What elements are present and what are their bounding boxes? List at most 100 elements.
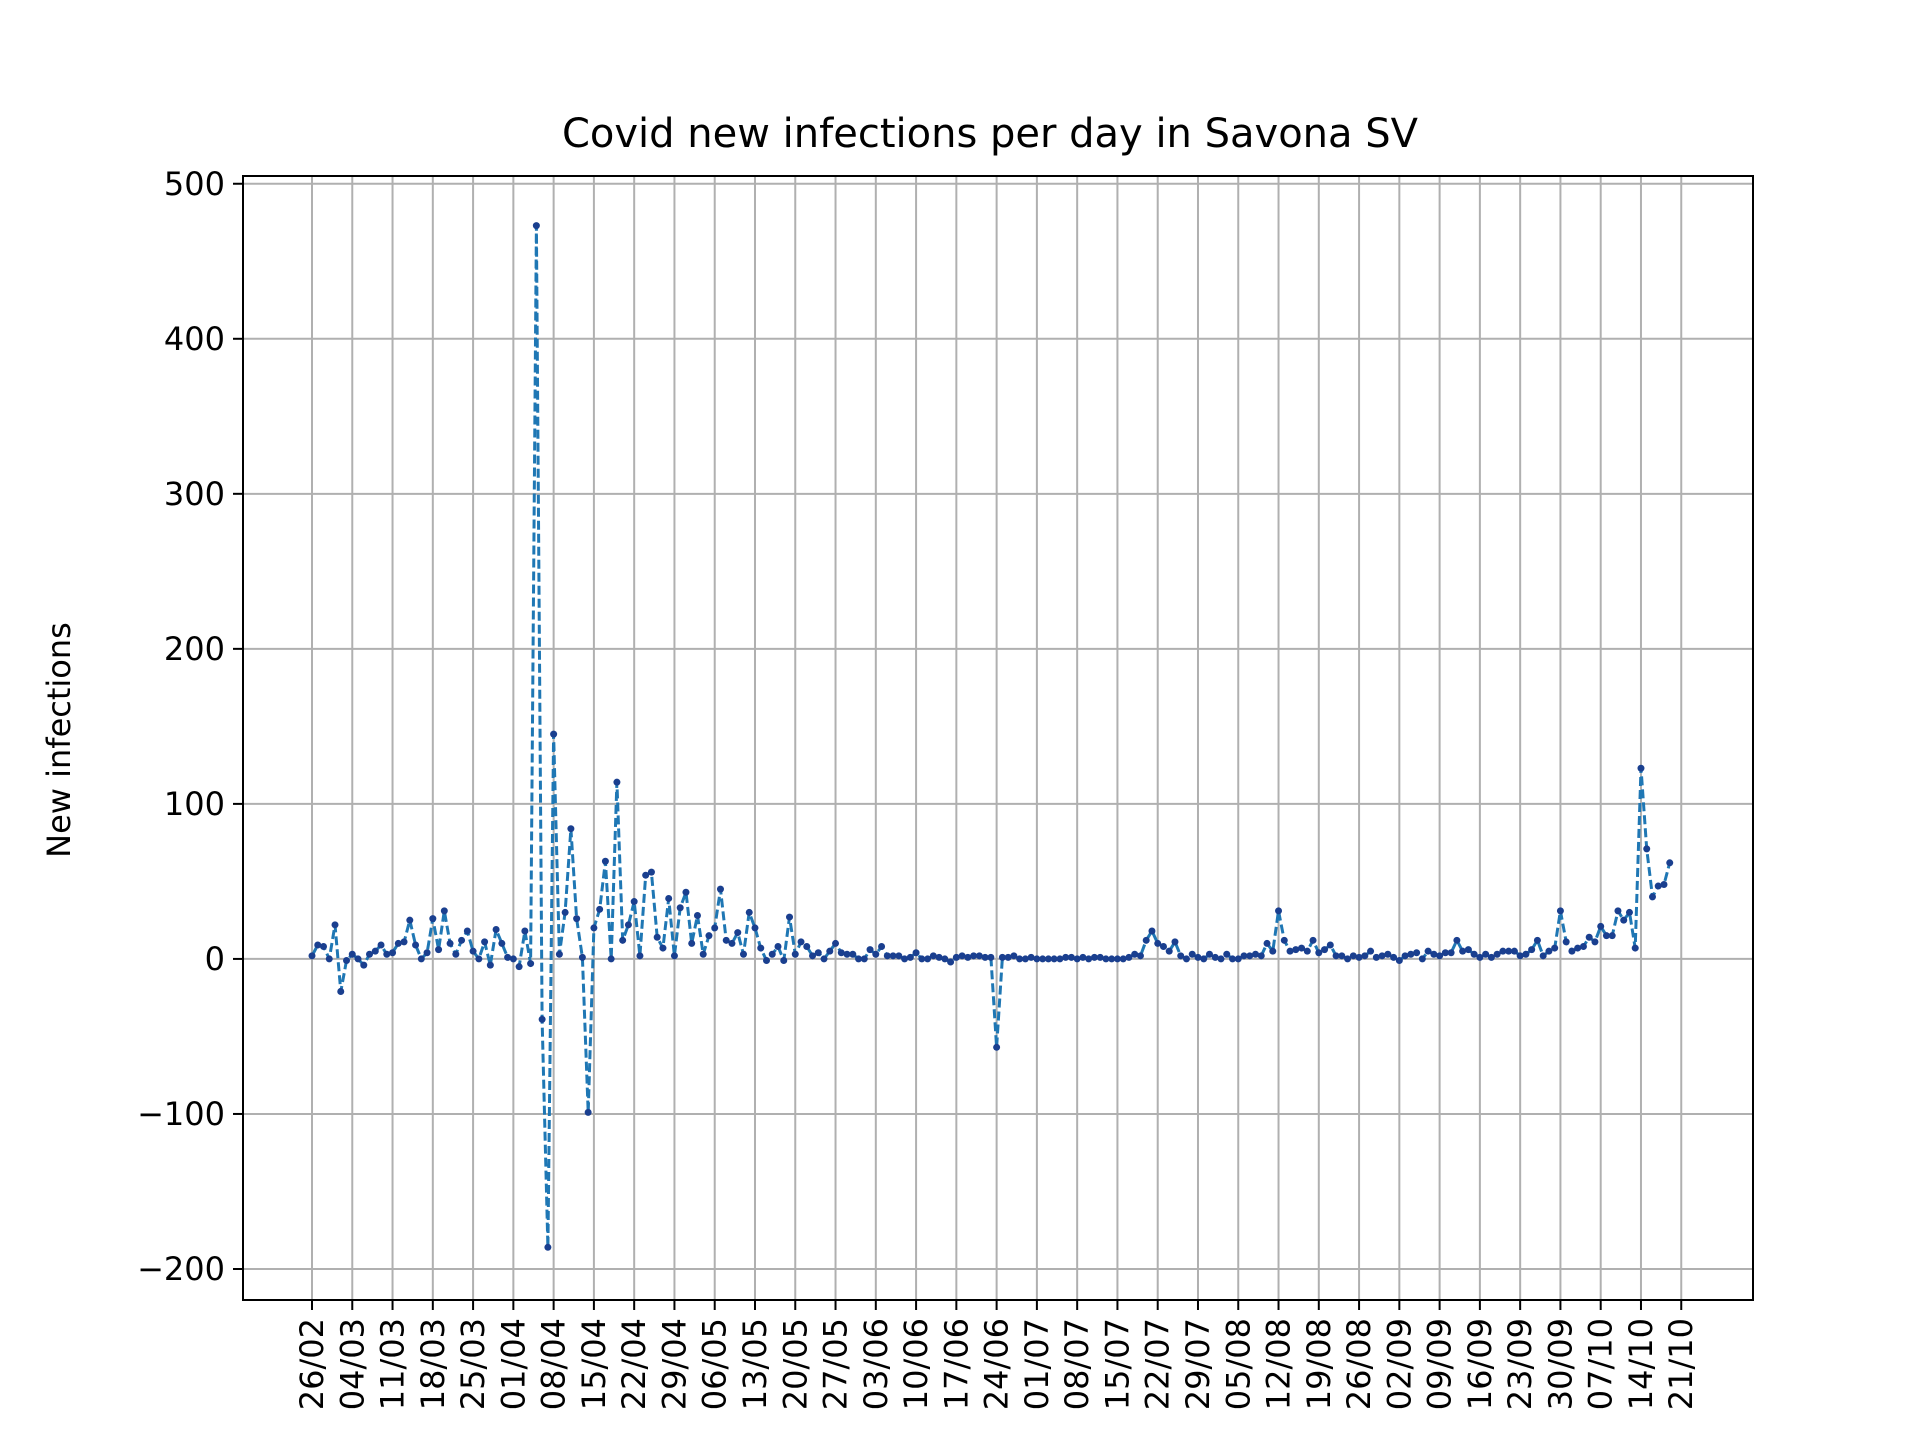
y-tick-label: 0 xyxy=(205,940,225,978)
data-point xyxy=(1275,907,1283,915)
data-point xyxy=(1367,947,1375,955)
x-tick-label: 10/06 xyxy=(897,1318,935,1410)
data-point xyxy=(394,939,402,947)
data-point xyxy=(1407,950,1415,958)
x-tick-label: 03/06 xyxy=(857,1318,895,1410)
data-point xyxy=(1418,955,1426,963)
data-point xyxy=(1441,949,1449,957)
data-point xyxy=(544,1243,552,1251)
data-point xyxy=(1223,950,1231,958)
x-axis-ticks: 26/02 04/03 11/03 18/03 25/03 01/04 08/04 15/04… xyxy=(293,1300,1700,1410)
data-point xyxy=(1482,950,1490,958)
x-tick-label: 21/10 xyxy=(1662,1318,1700,1410)
x-tick-label: 15/04 xyxy=(575,1318,613,1410)
data-point xyxy=(630,898,638,906)
x-tick-label: 01/07 xyxy=(1018,1318,1056,1410)
data-point xyxy=(855,955,863,963)
data-point xyxy=(832,939,840,947)
x-tick-label: 20/05 xyxy=(776,1318,814,1410)
y-tick-label: 500 xyxy=(164,165,225,203)
data-point xyxy=(325,955,333,963)
data-point xyxy=(1108,955,1116,963)
x-tick-label: 30/09 xyxy=(1541,1318,1579,1410)
data-point xyxy=(371,947,379,955)
y-tick-label: 200 xyxy=(164,630,225,668)
y-axis-label: New infections xyxy=(40,622,78,858)
data-point xyxy=(1079,953,1087,961)
data-point xyxy=(314,941,322,949)
data-point xyxy=(613,778,621,786)
data-point xyxy=(1050,955,1058,963)
data-point xyxy=(1119,955,1127,963)
data-point xyxy=(1229,955,1237,963)
data-point xyxy=(509,955,517,963)
data-point xyxy=(561,908,569,916)
data-point xyxy=(774,943,782,951)
data-point xyxy=(1113,955,1121,963)
data-point xyxy=(521,927,529,935)
data-point xyxy=(1263,939,1271,947)
data-point xyxy=(1280,936,1288,944)
x-tick-label: 01/04 xyxy=(494,1318,532,1410)
data-point xyxy=(1390,953,1398,961)
data-point xyxy=(1528,946,1536,954)
data-point xyxy=(1597,922,1605,930)
data-point xyxy=(647,868,655,876)
data-point xyxy=(320,943,328,951)
data-point xyxy=(619,936,627,944)
data-point xyxy=(1505,947,1513,955)
data-point xyxy=(1039,955,1047,963)
x-tick-label: 07/10 xyxy=(1582,1318,1620,1410)
data-point xyxy=(1200,955,1208,963)
data-point xyxy=(987,953,995,961)
data-point xyxy=(826,947,834,955)
data-point xyxy=(452,950,460,958)
x-tick-label: 25/03 xyxy=(454,1318,492,1410)
x-tick-label: 06/05 xyxy=(696,1318,734,1410)
data-point xyxy=(849,950,857,958)
data-point xyxy=(728,939,736,947)
x-tick-label: 26/08 xyxy=(1340,1318,1378,1410)
data-point xyxy=(567,825,575,833)
data-point xyxy=(1021,955,1029,963)
data-point xyxy=(1436,952,1444,960)
data-point xyxy=(1171,938,1179,946)
data-point xyxy=(912,949,920,957)
data-point xyxy=(682,888,690,896)
y-tick-label: 400 xyxy=(164,320,225,358)
data-point xyxy=(1372,953,1380,961)
x-tick-label: 22/07 xyxy=(1139,1318,1177,1410)
x-tick-label: 19/08 xyxy=(1300,1318,1338,1410)
data-point xyxy=(1102,955,1110,963)
data-point xyxy=(590,924,598,932)
data-point xyxy=(762,956,770,964)
data-point xyxy=(1625,908,1633,916)
data-point xyxy=(745,908,753,916)
data-point xyxy=(699,950,707,958)
data-point xyxy=(843,950,851,958)
data-point xyxy=(958,952,966,960)
data-point xyxy=(837,949,845,957)
data-point xyxy=(1240,952,1248,960)
data-point xyxy=(952,953,960,961)
data-point xyxy=(670,952,678,960)
data-point xyxy=(492,925,500,933)
data-point xyxy=(1062,953,1070,961)
data-point xyxy=(820,955,828,963)
data-point xyxy=(1182,955,1190,963)
data-point xyxy=(1574,944,1582,952)
data-point xyxy=(331,921,339,929)
x-tick-label: 13/05 xyxy=(736,1318,774,1410)
data-point xyxy=(584,1108,592,1116)
data-point xyxy=(498,939,506,947)
data-point xyxy=(446,939,454,947)
data-point xyxy=(929,952,937,960)
x-tick-label: 24/06 xyxy=(978,1318,1016,1410)
data-point xyxy=(809,952,817,960)
x-tick-label: 08/04 xyxy=(535,1318,573,1410)
x-tick-label: 23/09 xyxy=(1501,1318,1539,1410)
data-point xyxy=(906,953,914,961)
x-tick-label: 11/03 xyxy=(374,1318,412,1410)
data-point xyxy=(469,947,477,955)
